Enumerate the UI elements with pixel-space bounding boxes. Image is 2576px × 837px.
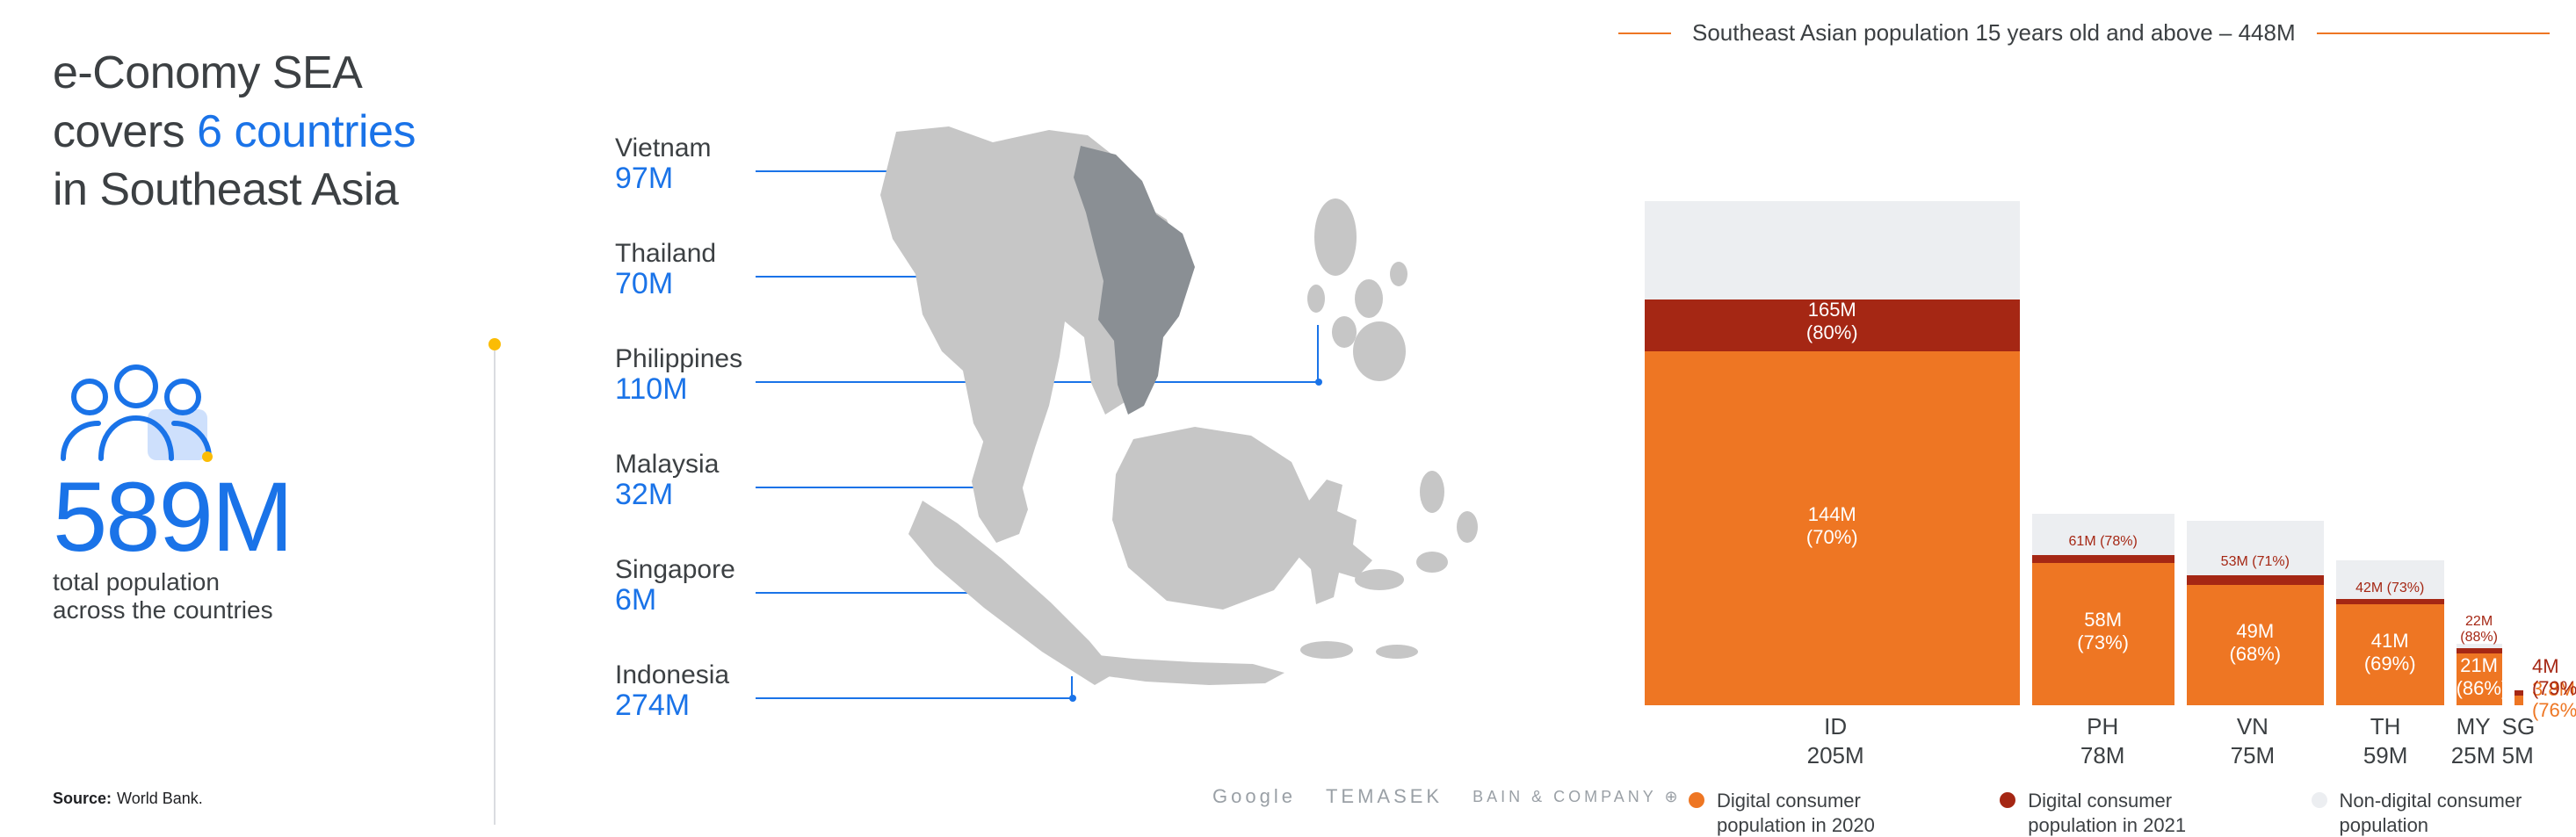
xlabel-my: MY25M xyxy=(2445,713,2502,769)
country-label-vietnam: Vietnam97M xyxy=(615,133,712,195)
seg-2020: 49M(68%) xyxy=(2187,585,2324,705)
map-panel: Vietnam97M Thailand70M Philippines110M Mala… xyxy=(615,123,1546,755)
label-2021: 42M (73%) xyxy=(2336,581,2444,596)
country-label-malaysia: Malaysia32M xyxy=(615,450,719,511)
rule-left xyxy=(1618,32,1671,34)
country-pop: 97M xyxy=(615,162,712,195)
seg-2021: 165M(80%) xyxy=(1645,299,2020,351)
legend-swatch xyxy=(2000,792,2015,808)
source-text: World Bank. xyxy=(117,790,203,807)
label-2021: 4M(79%) xyxy=(2532,656,2576,698)
chart-title: Southeast Asian population 15 years old … xyxy=(1692,19,2296,47)
country-label-philippines: Philippines110M xyxy=(615,344,742,406)
legend-item: Digital consumer population in 2021 xyxy=(2000,789,2261,837)
chart-xlabels: ID205MPH78MVN75MTH59MMY25MSG5M xyxy=(1645,713,2523,769)
leader-line xyxy=(756,697,1072,699)
headline-line3: in Southeast Asia xyxy=(53,164,398,215)
legend-text: Non-digital consumer population xyxy=(2340,789,2551,837)
label-2021: 61M (78%) xyxy=(2032,534,2174,550)
sea-map-icon xyxy=(764,123,1546,685)
country-name: Indonesia xyxy=(615,660,729,689)
people-icon xyxy=(53,360,510,465)
country-name: Philippines xyxy=(615,344,742,373)
logo-temasek: TEMASEK xyxy=(1326,785,1443,808)
label-2020: 58M(73%) xyxy=(2032,609,2174,655)
xlabel-th: TH59M xyxy=(2326,713,2445,769)
seg-2021 xyxy=(2187,575,2324,585)
label-2020: 21M(86%) xyxy=(2457,654,2502,701)
legend-text: Digital consumer population in 2020 xyxy=(1717,789,1950,837)
source-label: Source: xyxy=(53,790,112,807)
seg-2020: 144M(70%) xyxy=(1645,351,2020,705)
country-pop: 110M xyxy=(615,373,742,406)
country-label-singapore: Singapore6M xyxy=(615,555,735,617)
country-label-indonesia: Indonesia274M xyxy=(615,660,729,722)
bar-ph: 58M(73%) 61M (78%) xyxy=(2032,90,2174,705)
country-pop: 274M xyxy=(615,689,729,722)
bar-my: 21M(86%) 22M(88%) xyxy=(2457,90,2502,705)
chart-legend: Digital consumer population in 2020 Digit… xyxy=(1689,789,2550,837)
country-name: Malaysia xyxy=(615,450,719,479)
country-name: Thailand xyxy=(615,239,716,268)
label-2021: 165M(80%) xyxy=(1645,299,2020,345)
bar-th: 41M(69%) 42M (73%) xyxy=(2336,90,2444,705)
sponsor-logos: Google TEMASEK BAIN & COMPANY ⊕ xyxy=(1212,785,1682,808)
country-pop: 6M xyxy=(615,584,735,617)
label-2021: 22M(88%) xyxy=(2457,614,2502,646)
legend-swatch xyxy=(1689,792,1704,808)
logo-google: Google xyxy=(1212,785,1296,808)
seg-2020: 21M(86%) xyxy=(2457,653,2502,705)
xlabel-sg: SG5M xyxy=(2502,713,2523,769)
country-label-thailand: Thailand70M xyxy=(615,239,716,300)
xlabel-ph: PH78M xyxy=(2026,713,2179,769)
big-number-sub2: across the countries xyxy=(53,596,510,624)
bar-id: 165M(80%) 144M(70%) xyxy=(1645,90,2020,705)
xlabel-vn: VN75M xyxy=(2179,713,2326,769)
headline-line2a: covers xyxy=(53,106,197,157)
logo-bain: BAIN & COMPANY ⊕ xyxy=(1473,788,1681,806)
infographic-root: e-Conomy SEA covers 6 countries in South… xyxy=(0,0,2576,824)
legend-text: Digital consumer population in 2021 xyxy=(2028,789,2261,837)
seg-2021 xyxy=(2032,555,2174,562)
decorative-vline xyxy=(494,350,496,825)
legend-swatch xyxy=(2312,792,2327,808)
chart-title-row: Southeast Asian population 15 years old … xyxy=(1618,19,2550,47)
country-pop: 70M xyxy=(615,268,716,300)
label-2020: 41M(69%) xyxy=(2336,630,2444,676)
seg-2020: 41M(69%) xyxy=(2336,604,2444,705)
legend-item: Non-digital consumer population xyxy=(2312,789,2551,837)
xlabel-id: ID205M xyxy=(1645,713,2026,769)
headline-emphasis: 6 countries xyxy=(197,106,416,157)
bar-vn: 49M(68%) 53M (71%) xyxy=(2187,90,2324,705)
seg-2020 xyxy=(2514,696,2523,705)
bar-sg: 3.8M(76%)4M(79%) xyxy=(2514,90,2523,705)
label-2020: 144M(70%) xyxy=(1645,503,2020,550)
headline-line1: e-Conomy SEA xyxy=(53,47,362,98)
legend-item: Digital consumer population in 2020 xyxy=(1689,789,1950,837)
country-name: Vietnam xyxy=(615,133,712,162)
label-2021: 53M (71%) xyxy=(2187,554,2324,570)
left-column: e-Conomy SEA covers 6 countries in South… xyxy=(53,44,510,624)
chart-plot: 165M(80%) 144M(70%) 58M(73%) 61M (78%) 49M(6… xyxy=(1645,90,2523,705)
label-2020: 49M(68%) xyxy=(2187,620,2324,667)
country-pop: 32M xyxy=(615,479,719,511)
source-line: Source: World Bank. xyxy=(53,790,203,808)
marimekko-chart: Southeast Asian population 15 years old … xyxy=(1618,19,2550,705)
decorative-dot xyxy=(488,338,501,350)
big-number: 589M xyxy=(53,460,510,574)
country-name: Singapore xyxy=(615,555,735,584)
rule-right xyxy=(2317,32,2550,34)
headline: e-Conomy SEA covers 6 countries in South… xyxy=(53,44,510,220)
seg-2020: 58M(73%) xyxy=(2032,563,2174,705)
